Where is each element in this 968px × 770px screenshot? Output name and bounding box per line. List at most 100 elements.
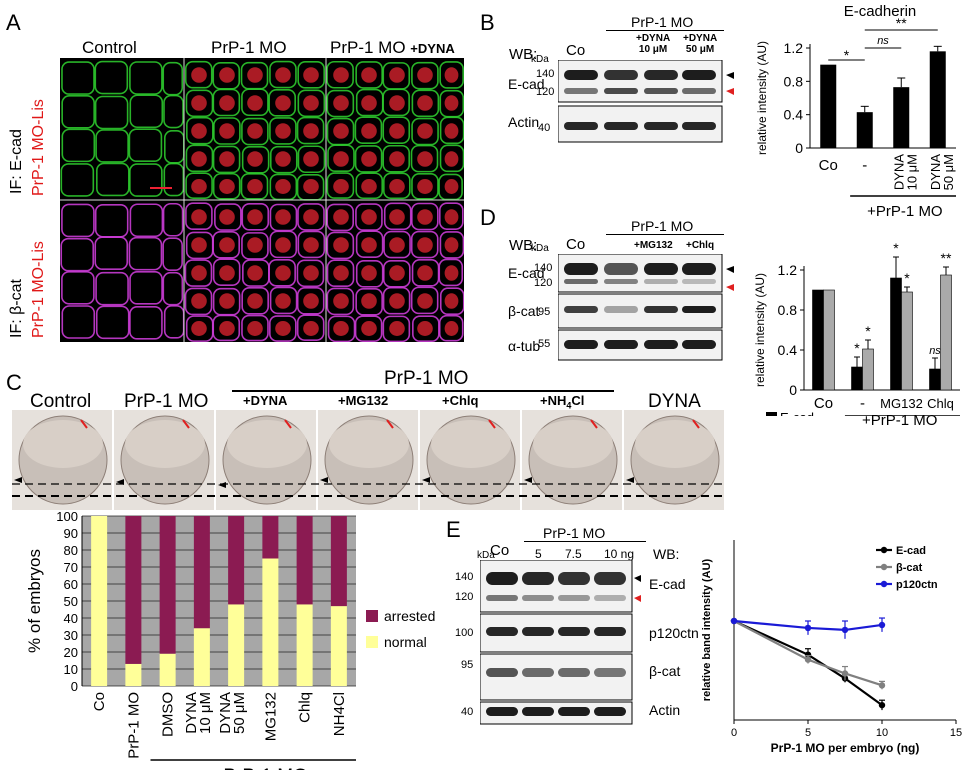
c-cat-label: NH4Cl	[331, 692, 348, 736]
b-marker-140: 140	[536, 68, 555, 80]
b-lane-co: Co	[566, 42, 586, 59]
c-cat-label: MG132	[262, 692, 279, 741]
d-bar	[812, 289, 824, 391]
d-annotation: ns	[929, 345, 941, 357]
e-header: PrP-1 MO	[543, 525, 606, 541]
c-bar-arrested	[330, 516, 347, 607]
b-sig-label: **	[896, 15, 907, 31]
b-blot	[558, 60, 734, 143]
row2-label-b: PrP-1 MO-Lis	[30, 241, 47, 338]
red-arrow	[692, 419, 700, 429]
d-ytick-label: 0.8	[778, 302, 798, 318]
b-kda: kDa	[531, 54, 549, 65]
d-header-line	[606, 234, 724, 235]
c-label-control: Control	[30, 391, 92, 412]
e-marker-100: 100	[455, 627, 474, 639]
e-point	[878, 621, 886, 629]
e-wb: WB:	[653, 546, 680, 562]
c-ytick-label: 0	[71, 679, 78, 694]
b-chart-title: E-cadherin	[844, 3, 917, 20]
b-ytick-label: 0	[795, 140, 803, 156]
d-bar	[890, 277, 902, 391]
e-marker-95: 95	[461, 659, 474, 671]
d-ytick-label: 0	[789, 382, 797, 398]
e-xtick-label: 5	[805, 727, 811, 739]
d-cat-label: -	[860, 395, 865, 412]
col-label-prp1mo: PrP-1 MO	[211, 38, 287, 57]
c-bar-normal	[193, 628, 210, 686]
e-header-line	[524, 541, 646, 542]
panel-b-letter: B	[480, 10, 495, 35]
c-tr-nh4cl: +NH4Cl	[540, 393, 585, 411]
c-label-dyna: DYNA	[648, 391, 701, 412]
c-bar-normal	[296, 604, 313, 686]
e-band-p120: p120ctn	[649, 625, 699, 641]
e-lane-co: Co	[490, 542, 510, 559]
b-bar	[856, 112, 873, 148]
margin-arrowhead	[320, 477, 328, 483]
c-cat-label: DMSO	[160, 692, 177, 737]
d-marker-95: 95	[538, 306, 551, 318]
e-line	[733, 619, 883, 632]
e-band-actin: Actin	[649, 702, 681, 718]
e-band-ecad: E-cad	[649, 576, 686, 592]
d-band-bcat: β-cat	[508, 303, 540, 319]
b-cat-label: DYNA	[891, 154, 906, 190]
c-legend-swatch-normal	[366, 636, 378, 648]
panel-a-letter: A	[6, 10, 21, 35]
red-arrow	[80, 419, 88, 429]
c-bar-arrested	[125, 516, 142, 664]
d-group-label: +PrP-1 MO	[862, 412, 938, 429]
c-bar-arrested	[228, 516, 245, 605]
d-legend-label: E-cad	[780, 410, 814, 416]
e-marker-120: 120	[455, 591, 474, 603]
b-ytick-label: 0.4	[784, 107, 804, 123]
c-label-prp1mo: PrP-1 MO	[124, 391, 209, 412]
d-annotation: **	[941, 250, 952, 266]
c-legend-label: arrested	[384, 608, 435, 624]
e-kda: kDa	[477, 550, 495, 561]
c-bar-normal	[159, 653, 176, 686]
row1-label: IF: E-cad	[8, 129, 25, 194]
panel-d-letter: D	[480, 205, 496, 230]
panel-c-letter: C	[6, 370, 22, 395]
b-ytick-label: 0.8	[784, 73, 804, 89]
d-kda: kDa	[531, 243, 549, 254]
c-ylabel: % of embryos	[25, 549, 44, 653]
red-arrow	[182, 419, 190, 429]
e-xlabel: PrP-1 MO per embryo (ng)	[771, 741, 920, 755]
panel-a-micrographs	[60, 58, 464, 342]
e-marker-140: 140	[455, 571, 474, 583]
c-cat-label: DYNA	[183, 692, 200, 734]
c-cat-label: Co	[91, 692, 108, 711]
c-tr-mg132: +MG132	[338, 393, 389, 408]
c-bar-arrested	[193, 516, 210, 629]
e-xtick-label: 0	[731, 727, 737, 739]
b-marker-120: 120	[536, 86, 555, 98]
d-annotation: *	[854, 340, 860, 356]
c-tr-chlq: +Chlq	[442, 393, 479, 408]
d-wb: WB:	[509, 237, 538, 254]
e-lane-5: 5	[535, 547, 542, 561]
b-header: PrP-1 MO	[631, 14, 694, 30]
e-blot	[480, 560, 641, 725]
e-marker-40: 40	[461, 706, 474, 718]
d-bar	[823, 289, 835, 391]
c-bar-arrested	[159, 516, 176, 654]
d-lane-co: Co	[566, 236, 586, 253]
d-marker-120: 120	[534, 277, 553, 289]
b-header-line	[606, 30, 724, 31]
e-point	[730, 617, 738, 625]
c-chart: 0 10 20 30 40 50 60 70 80 90 100 % of embryos Co PrP-…	[25, 509, 435, 770]
d-ytick-label: 1.2	[778, 262, 798, 278]
e-point	[878, 701, 886, 709]
e-legend-label: β-cat	[896, 562, 923, 574]
d-header: PrP-1 MO	[631, 218, 694, 234]
e-point	[841, 626, 849, 634]
e-lane-7.5: 7.5	[565, 547, 582, 561]
d-band-ecad: E-cad	[508, 265, 545, 281]
e-ylabel: relative band intensity (AU)	[701, 558, 713, 701]
margin-arrowhead	[422, 477, 430, 483]
c-bar-normal	[228, 604, 245, 686]
